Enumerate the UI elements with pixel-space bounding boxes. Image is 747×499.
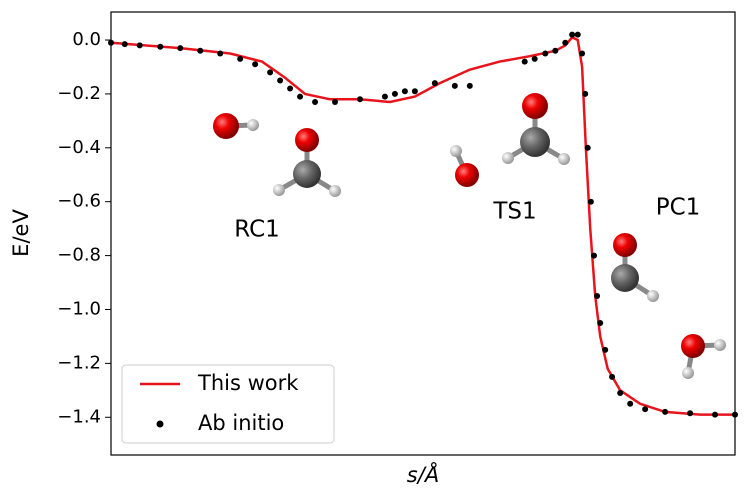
y-tick-label: −0.4	[57, 137, 101, 158]
scatter-point	[411, 88, 418, 95]
y-tick-label: −1.2	[57, 352, 101, 373]
y-tick-label: −0.8	[57, 245, 101, 266]
scatter-point	[594, 293, 601, 300]
scatter-point	[466, 82, 473, 89]
scatter-point	[552, 47, 559, 54]
scatter-point	[157, 43, 164, 50]
scatter-point	[542, 50, 549, 57]
molecule-icons	[213, 93, 726, 379]
scatter-point	[277, 77, 284, 84]
scatter-point	[531, 55, 538, 62]
scatter-point	[602, 346, 609, 353]
scatter-point	[401, 88, 408, 95]
scatter-point	[237, 55, 244, 62]
scatter-point	[287, 85, 294, 92]
scatter-point	[662, 408, 669, 415]
scatter-point	[617, 390, 624, 397]
scatter-point	[217, 50, 224, 57]
scatter-point	[574, 31, 581, 38]
scatter-point	[267, 69, 274, 76]
scatter-point	[584, 144, 591, 151]
scatter-point	[597, 319, 604, 326]
scatter-point	[312, 99, 319, 106]
scatter-point	[136, 42, 143, 49]
y-tick-label: 0.0	[72, 29, 101, 50]
legend-label: This work	[197, 371, 299, 395]
y-tick-label: −0.6	[57, 191, 101, 212]
scatter-point	[177, 45, 184, 52]
scatter-point	[521, 58, 528, 65]
series-line	[110, 35, 735, 416]
plot-frame	[110, 11, 736, 456]
scatter-point	[569, 31, 576, 38]
scatter-point	[121, 41, 128, 48]
scatter-point	[381, 93, 388, 100]
scatter-point	[642, 406, 649, 413]
scatter-point	[582, 90, 589, 97]
legend-label: Ab initio	[198, 411, 284, 435]
y-tick-label: −0.2	[57, 83, 101, 104]
scatter-point	[687, 410, 694, 417]
scatter-point	[332, 99, 339, 106]
scatter-point	[579, 50, 586, 57]
scatter-point	[587, 198, 594, 205]
annotation: RC1	[234, 217, 280, 243]
legend-marker	[156, 420, 164, 428]
scatter-point	[297, 93, 304, 100]
scatter-point	[627, 400, 634, 407]
annotation: PC1	[656, 195, 701, 221]
y-tick-label: −1.4	[57, 406, 101, 427]
scatter-point	[590, 252, 597, 259]
annotation: TS1	[492, 199, 536, 225]
x-axis-label: s/Å	[407, 461, 439, 487]
scatter-point	[391, 90, 398, 97]
scatter-point	[431, 80, 438, 87]
scatter-point	[197, 47, 204, 54]
y-tick-label: −1.0	[57, 298, 101, 319]
scatter-point	[356, 96, 363, 103]
scatter-point	[609, 373, 616, 380]
scatter-point	[451, 82, 458, 89]
scatter-point	[562, 39, 569, 46]
scatter-point	[252, 61, 259, 68]
scatter-point	[712, 411, 719, 418]
y-axis-label: E/eV	[9, 209, 33, 257]
